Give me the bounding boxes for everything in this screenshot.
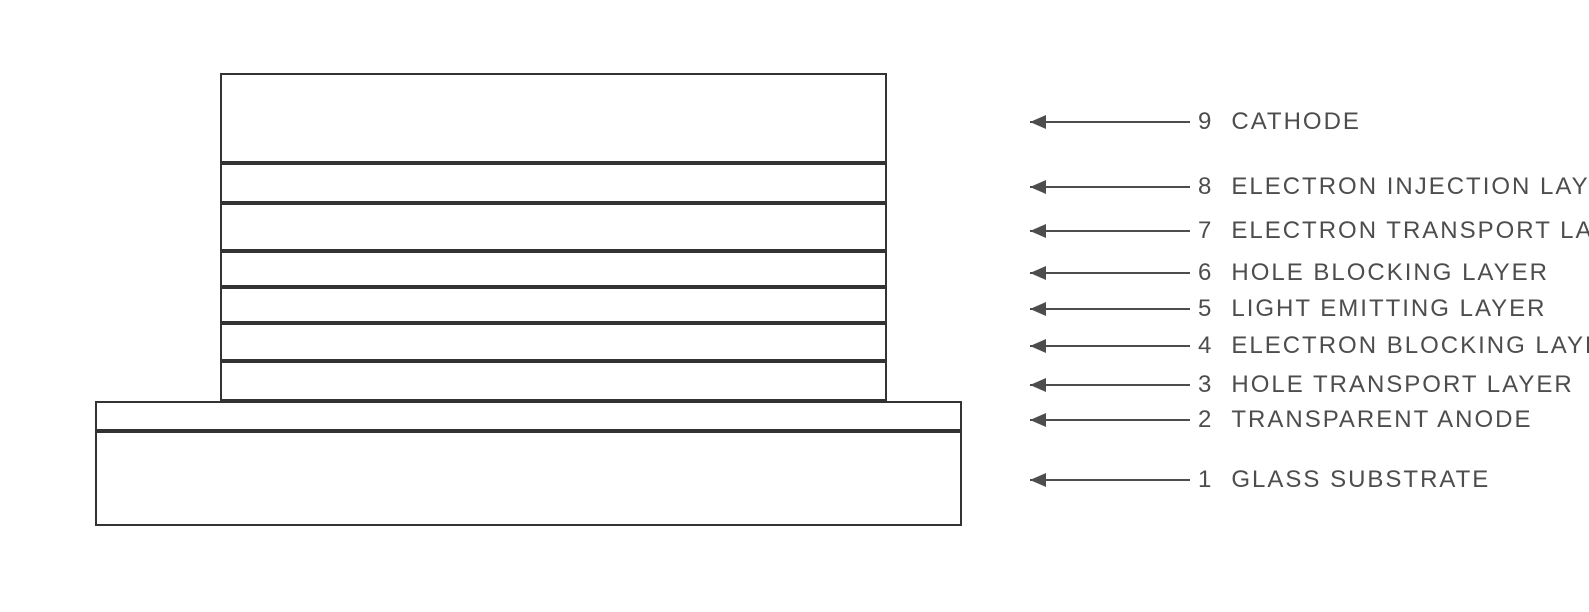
layer-label: GLASS SUBSTRATE <box>1231 466 1490 494</box>
layer-number: 3 <box>1198 371 1213 399</box>
layer-number: 9 <box>1198 108 1213 136</box>
layer-1 <box>95 431 962 526</box>
label-row-7: 7 ELECTRON TRANSPORT LAYER <box>1030 217 1589 245</box>
layer-number: 2 <box>1198 406 1213 434</box>
layer-number: 1 <box>1198 466 1213 494</box>
arrow-icon <box>1030 345 1190 347</box>
arrow-icon <box>1030 308 1190 310</box>
layer-number: 8 <box>1198 173 1213 201</box>
layer-label: CATHODE <box>1231 108 1361 136</box>
layer-label: HOLE BLOCKING LAYER <box>1231 259 1549 287</box>
arrow-icon <box>1030 186 1190 188</box>
layer-label: LIGHT EMITTING LAYER <box>1231 295 1546 323</box>
arrow-icon <box>1030 479 1190 481</box>
layer-number: 5 <box>1198 295 1213 323</box>
arrow-icon <box>1030 419 1190 421</box>
label-row-3: 3 HOLE TRANSPORT LAYER <box>1030 371 1574 399</box>
layer-label: ELECTRON INJECTION LAYER <box>1231 173 1589 201</box>
layer-label: HOLE TRANSPORT LAYER <box>1231 371 1573 399</box>
layer-number: 7 <box>1198 217 1213 245</box>
layer-9 <box>220 73 887 163</box>
layer-label: ELECTRON BLOCKING LAYER <box>1231 332 1589 360</box>
layer-6 <box>220 251 887 287</box>
layer-label: TRANSPARENT ANODE <box>1231 406 1532 434</box>
arrow-icon <box>1030 384 1190 386</box>
layer-4 <box>220 323 887 361</box>
label-row-1: 1 GLASS SUBSTRATE <box>1030 466 1490 494</box>
layer-5 <box>220 287 887 323</box>
layer-7 <box>220 203 887 251</box>
arrow-icon <box>1030 230 1190 232</box>
arrow-icon <box>1030 121 1190 123</box>
label-row-8: 8 ELECTRON INJECTION LAYER <box>1030 173 1589 201</box>
layer-diagram: 9 CATHODE 8 ELECTRON INJECTION LAYER 7 ELECTR… <box>20 20 1589 592</box>
label-row-2: 2 TRANSPARENT ANODE <box>1030 406 1533 434</box>
layer-3 <box>220 361 887 401</box>
layer-number: 6 <box>1198 259 1213 287</box>
layer-number: 4 <box>1198 332 1213 360</box>
label-row-9: 9 CATHODE <box>1030 108 1361 136</box>
layer-8 <box>220 163 887 203</box>
layer-2 <box>95 401 962 431</box>
arrow-icon <box>1030 272 1190 274</box>
layer-label: ELECTRON TRANSPORT LAYER <box>1231 217 1589 245</box>
label-row-4: 4 ELECTRON BLOCKING LAYER <box>1030 332 1589 360</box>
label-row-5: 5 LIGHT EMITTING LAYER <box>1030 295 1547 323</box>
label-row-6: 6 HOLE BLOCKING LAYER <box>1030 259 1549 287</box>
